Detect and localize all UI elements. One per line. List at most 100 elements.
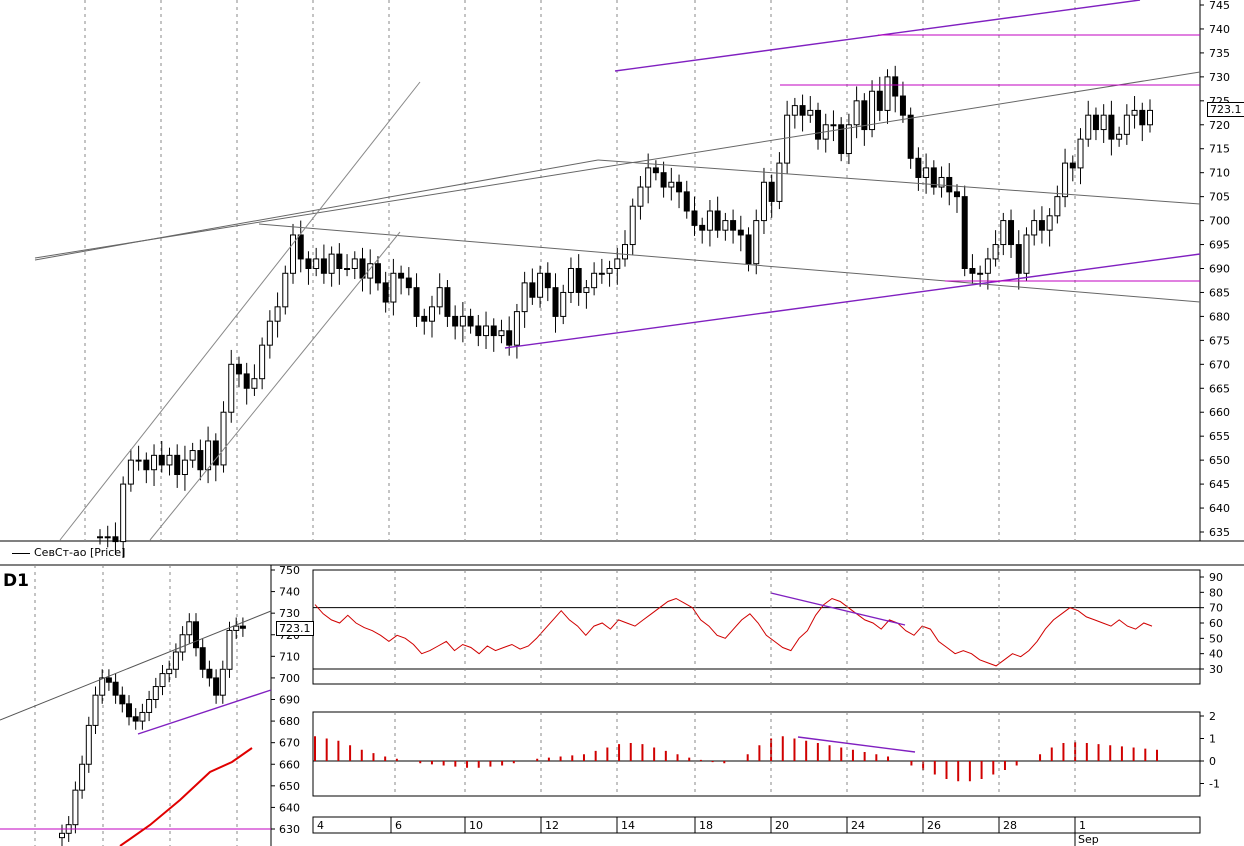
candle-body: [768, 181, 775, 202]
rsi-divergence-line: [770, 592, 906, 626]
month-label: Sep: [1078, 833, 1099, 846]
rsi-panel: [312, 569, 1201, 685]
candle-body: [776, 162, 783, 202]
candle-body: [452, 315, 459, 327]
candle-body: [181, 459, 188, 476]
daily-candle-body: [233, 625, 240, 631]
daily-candle-body: [179, 634, 186, 653]
channel-line: [149, 231, 401, 541]
rsi-y-tick-label: 80: [1209, 586, 1223, 599]
legend-text: СевСт-ао [Price]: [34, 546, 126, 559]
candle-body: [467, 315, 474, 327]
main-y-tick-label: 695: [1209, 239, 1230, 252]
candle-body: [652, 167, 659, 174]
candle-body: [853, 100, 860, 126]
candle-body: [730, 220, 737, 231]
candle-body: [1023, 234, 1030, 274]
candle-body: [1077, 138, 1084, 169]
candle-body: [598, 272, 605, 275]
candle-body: [830, 124, 837, 127]
candle-body: [869, 90, 876, 131]
daily-candle-body: [186, 621, 193, 636]
candle-body: [737, 229, 744, 236]
candle-body: [591, 272, 598, 289]
candle-body: [552, 287, 559, 317]
main-y-tick-label: 745: [1209, 0, 1230, 12]
main-y-tick-label: 655: [1209, 430, 1230, 443]
daily-candle-body: [146, 699, 153, 713]
candle-body: [506, 330, 513, 346]
daily-trendline: [0, 610, 272, 721]
daily-y-tick-label: 690: [279, 694, 300, 707]
daily-y-tick-label: 650: [279, 780, 300, 793]
main-y-tick-label: 720: [1209, 119, 1230, 132]
trendline: [597, 159, 1201, 205]
candle-body: [513, 311, 520, 346]
trendline: [258, 223, 1201, 303]
osc-y-tick-label: 1: [1209, 733, 1216, 746]
candle-body: [1062, 162, 1069, 198]
candle-body: [444, 287, 451, 317]
candle-body: [992, 244, 999, 260]
candle-body: [807, 109, 814, 116]
candle-body: [683, 191, 690, 212]
candle-body: [1085, 114, 1092, 140]
daily-candle-body: [85, 724, 92, 765]
candle-body: [490, 325, 497, 337]
rsi-y-tick-label: 90: [1209, 571, 1223, 584]
candle-body: [961, 196, 968, 270]
time-tick-label: 14: [621, 819, 635, 832]
support-line: [504, 253, 1201, 349]
time-tick-label: 26: [927, 819, 941, 832]
candle-body: [537, 272, 544, 298]
timeframe-label: D1: [3, 571, 29, 591]
candle-body: [320, 258, 327, 274]
candle-body: [351, 258, 358, 269]
daily-candle-body: [172, 651, 179, 670]
candle-body: [1116, 133, 1123, 140]
channel-line: [59, 81, 421, 541]
main-y-tick-label: 635: [1209, 526, 1230, 539]
candle-body: [815, 109, 822, 140]
candle-body: [529, 282, 536, 298]
candle-body: [1046, 215, 1053, 231]
candle-body: [722, 220, 729, 231]
rsi-y-tick-label: 50: [1209, 632, 1223, 645]
candle-body: [1054, 196, 1061, 217]
candle-body: [629, 205, 636, 246]
candle-body: [1131, 109, 1138, 116]
candle-body: [212, 440, 219, 466]
candle-body: [614, 258, 621, 269]
daily-candle-body: [239, 625, 246, 629]
daily-candle-body: [119, 694, 126, 705]
time-tick-label: 18: [699, 819, 713, 832]
candle-body: [838, 124, 845, 155]
candle-body: [290, 234, 297, 274]
daily-y-tick-label: 670: [279, 737, 300, 750]
candle-body: [127, 459, 134, 485]
main-y-tick-label: 660: [1209, 406, 1230, 419]
main-y-tick-label: 675: [1209, 334, 1230, 347]
daily-candle-body: [72, 789, 79, 826]
time-tick-label: 10: [469, 819, 483, 832]
candle-body: [1000, 220, 1007, 246]
daily-y-tick-label: 680: [279, 715, 300, 728]
candle-body: [428, 306, 435, 322]
daily-y-tick-label: 730: [279, 607, 300, 620]
candle-body: [189, 450, 196, 461]
candle-body: [1108, 114, 1115, 140]
osc-divergence-line: [797, 736, 916, 753]
daily-y-tick-label: 660: [279, 758, 300, 771]
candle-body: [1147, 109, 1153, 126]
daily-candle-body: [132, 716, 139, 722]
candle-body: [151, 454, 158, 471]
main-y-tick-label: 705: [1209, 191, 1230, 204]
time-tick-label: 6: [395, 819, 402, 832]
candle-body: [475, 325, 482, 337]
candle-body: [714, 210, 721, 231]
candle-body: [938, 176, 945, 188]
daily-candle-body: [59, 832, 65, 839]
candle-body: [1038, 220, 1045, 231]
osc-y-tick-label: -1: [1209, 778, 1220, 791]
candle-body: [228, 363, 235, 413]
